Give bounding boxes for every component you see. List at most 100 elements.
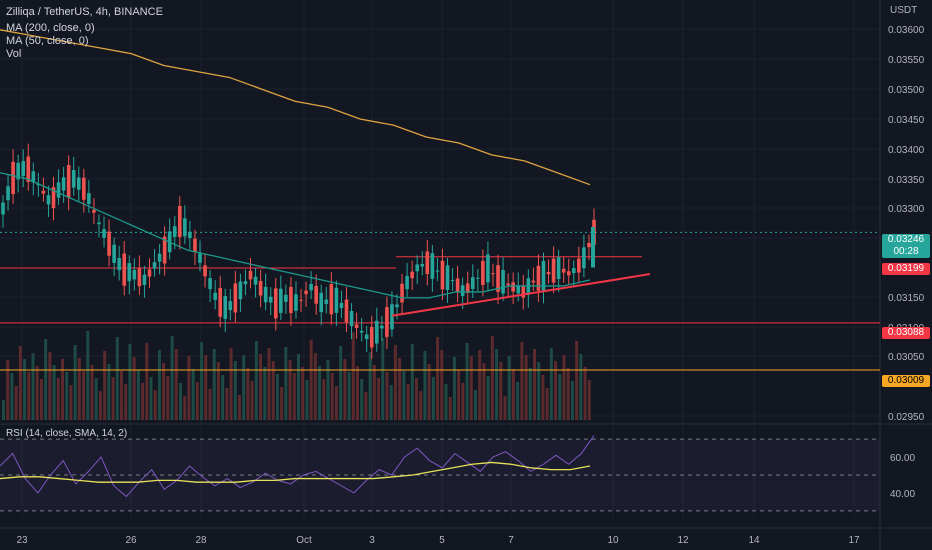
- volume-bar: [238, 395, 241, 420]
- candle-body: [198, 253, 202, 263]
- candle-body: [177, 205, 182, 237]
- candle-body: [385, 307, 389, 337]
- candle-body: [46, 195, 51, 205]
- candle-body: [410, 271, 414, 279]
- volume-bar: [516, 382, 520, 420]
- candle-body: [430, 253, 435, 279]
- candle-body: [369, 327, 374, 348]
- volume-bar: [31, 353, 35, 420]
- candle-body: [324, 299, 329, 304]
- time-tick-label: 12: [677, 535, 689, 546]
- volume-bar: [309, 340, 313, 420]
- volume-bar: [562, 355, 566, 420]
- volume-bar: [541, 375, 545, 420]
- volume-bar: [195, 382, 199, 420]
- candle-body: [11, 161, 15, 195]
- candle-body: [516, 285, 521, 294]
- volume-bar: [111, 377, 115, 420]
- volume-bar: [170, 336, 174, 420]
- candle-body: [208, 278, 212, 290]
- volume-bar: [73, 345, 77, 420]
- volume-bar: [436, 337, 440, 420]
- candle-body: [309, 283, 313, 291]
- volume-bar: [419, 391, 423, 420]
- volume-bar: [511, 369, 515, 420]
- volume-bar: [440, 350, 444, 420]
- volume-bar: [575, 341, 579, 420]
- volume-bar: [410, 344, 414, 420]
- volume-bar: [533, 349, 536, 420]
- ma50-legend[interactable]: MA (50, close, 0): [6, 35, 89, 47]
- price-tick-label: 0.03350: [888, 175, 925, 186]
- candle-body: [339, 302, 344, 308]
- time-tick-label: 7: [508, 535, 514, 546]
- ma50-line: [0, 172, 591, 299]
- volume-bar: [431, 377, 435, 420]
- volume-bar: [389, 385, 393, 420]
- volume-bar: [465, 343, 469, 420]
- currency-label: USDT: [890, 5, 918, 16]
- volume-bar: [356, 366, 359, 420]
- volume-bar: [381, 338, 385, 420]
- volume-bar: [166, 376, 170, 420]
- candle-body: [440, 260, 445, 290]
- volume-bar: [507, 356, 511, 420]
- volume-bar: [288, 360, 292, 420]
- time-tick-label: 23: [16, 535, 28, 546]
- candle-body: [1, 202, 5, 215]
- candle-body: [546, 271, 551, 275]
- volume-legend[interactable]: Vol: [6, 48, 22, 60]
- symbol-title[interactable]: Zilliqa / TetherUS, 4h, BINANCE: [6, 6, 163, 18]
- price-tick-label: 0.03600: [888, 25, 925, 36]
- resistance-price-badge: 0.03199: [882, 263, 930, 275]
- volume-bar: [132, 357, 136, 420]
- volume-bar: [263, 367, 267, 420]
- volume-bar: [6, 360, 10, 420]
- candle-body: [218, 287, 223, 317]
- candle-body: [6, 186, 10, 201]
- candle-body: [92, 209, 96, 213]
- volume-bar: [94, 378, 98, 420]
- volume-bar: [233, 361, 237, 420]
- ma200-legend[interactable]: MA (200, close, 0): [6, 22, 95, 34]
- candle-body: [117, 257, 121, 271]
- candle-body: [329, 284, 334, 315]
- volume-bar: [322, 379, 326, 420]
- volume-bar: [398, 358, 402, 420]
- volume-bar: [254, 341, 258, 420]
- candle-body: [470, 277, 475, 289]
- volume-bar: [267, 348, 271, 420]
- rsi-tick-label: 40.00: [890, 489, 915, 500]
- volume-bar: [39, 379, 43, 420]
- volume-bar: [27, 372, 31, 420]
- candle-body: [279, 288, 283, 313]
- volume-bar: [10, 373, 14, 420]
- volume-bar: [292, 373, 296, 420]
- volume-bar: [339, 346, 343, 420]
- candle-body: [97, 222, 101, 225]
- rsi-legend[interactable]: RSI (14, close, SMA, 14, 2): [6, 428, 128, 439]
- volume-bar: [368, 352, 372, 420]
- volume-bar: [145, 343, 149, 420]
- volume-bar: [351, 332, 355, 420]
- candle-body: [566, 271, 571, 276]
- candle-body: [248, 270, 253, 280]
- volume-bar: [313, 353, 317, 420]
- volume-bar: [457, 370, 461, 420]
- volume-bar: [275, 374, 279, 420]
- candle-body: [107, 231, 111, 256]
- candle-body: [213, 292, 217, 300]
- candle-body: [551, 258, 556, 283]
- candle-body: [334, 287, 339, 313]
- candle-body: [243, 281, 248, 285]
- candle-body: [511, 282, 515, 292]
- volume-bar: [495, 349, 499, 420]
- candle-body: [56, 182, 61, 198]
- candle-body: [137, 268, 142, 287]
- volume-bar: [98, 391, 102, 420]
- candle-body: [258, 280, 263, 296]
- time-tick-label: 10: [607, 535, 619, 546]
- volume-bar: [372, 365, 376, 420]
